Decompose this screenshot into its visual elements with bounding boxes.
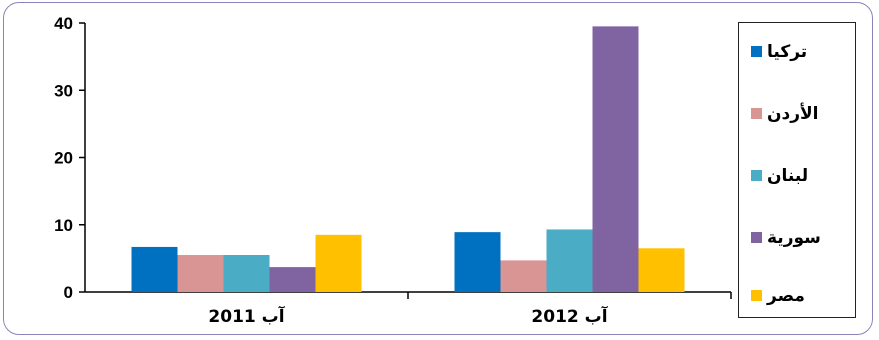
y-tick-label: 40	[54, 14, 73, 33]
y-tick-label: 0	[64, 283, 73, 302]
bar-2-2	[500, 260, 547, 292]
bar-1-2	[454, 232, 501, 292]
legend-label: تركيا	[767, 42, 808, 62]
legend-label: لبنان	[767, 166, 809, 186]
bar-4-2	[592, 26, 639, 293]
legend-label: مصر	[767, 286, 805, 306]
y-tick-label: 30	[54, 81, 73, 100]
legend-label: سورية	[767, 228, 821, 248]
legend-item: الأردن	[739, 103, 857, 127]
x-category-label: آب 2011	[208, 305, 285, 327]
bar-2-1	[177, 255, 224, 292]
legend-swatch	[751, 108, 762, 119]
legend-item: تركيا	[739, 41, 857, 65]
legend-item: لبنان	[739, 165, 857, 189]
legend-item: سورية	[739, 227, 857, 251]
bar-3-2	[546, 229, 593, 292]
legend: تركيا الأردن لبنان سورية مصر	[738, 22, 856, 318]
y-tick-label: 20	[54, 149, 73, 168]
legend-swatch	[751, 232, 762, 243]
legend-swatch	[751, 170, 762, 181]
x-category-labels: آب 2011 آب 2012	[208, 292, 732, 327]
legend-item: مصر	[739, 285, 857, 309]
legend-swatch	[751, 46, 762, 57]
y-ticks: 0 10 20 30 40	[54, 14, 85, 302]
y-tick-label: 10	[54, 216, 73, 235]
x-category-label: آب 2012	[531, 305, 608, 327]
bar-5-2	[638, 248, 685, 292]
bars	[131, 26, 685, 293]
legend-swatch	[751, 290, 762, 301]
bar-3-1	[223, 255, 270, 292]
bar-5-1	[315, 234, 362, 292]
bar-1-1	[131, 246, 178, 292]
bar-4-1	[269, 267, 316, 292]
legend-label: الأردن	[767, 104, 819, 124]
